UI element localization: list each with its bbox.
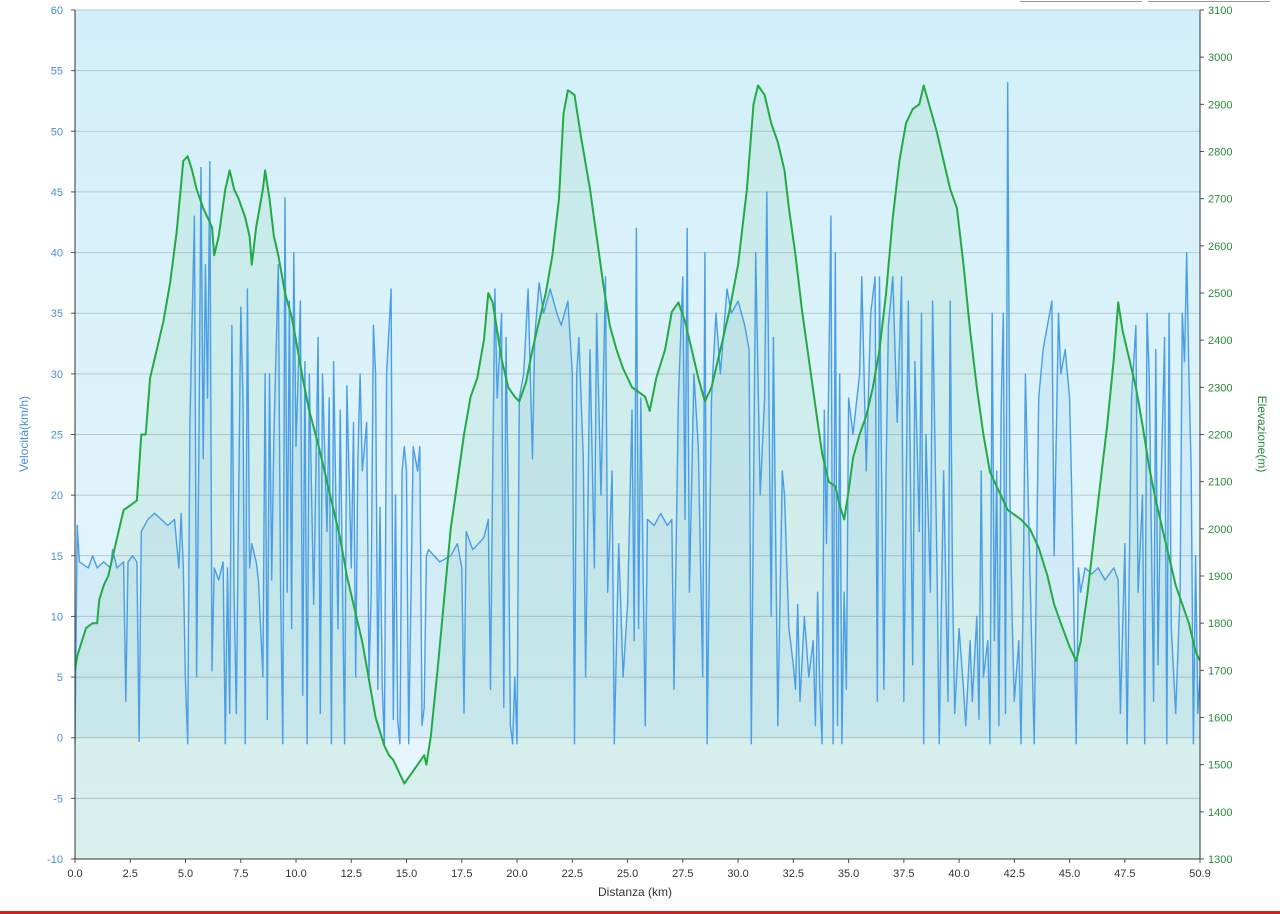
- y-right-tick-label: 1800: [1208, 618, 1232, 630]
- y-left-tick-label: 45: [51, 187, 63, 199]
- y-right-tick-label: 1600: [1208, 713, 1232, 725]
- y-left-tick-label: 30: [51, 369, 63, 381]
- y-right-tick-label: 2500: [1208, 288, 1232, 300]
- x-tick-label: 20.0: [506, 868, 527, 880]
- x-tick-label: 45.0: [1059, 868, 1080, 880]
- y-left-tick-label: -10: [47, 854, 63, 866]
- y-right-tick-label: 1900: [1208, 571, 1232, 583]
- toolbar-edge-right: [1148, 0, 1270, 2]
- y-left-tick-label: 10: [51, 611, 63, 623]
- y-right-tick-label: 2600: [1208, 241, 1232, 253]
- y-right-tick-label: 2200: [1208, 430, 1232, 442]
- y-right-axis-title: Elevazione(m): [1255, 396, 1269, 473]
- x-tick-label: 7.5: [233, 868, 248, 880]
- y-left-tick-label: 60: [51, 5, 63, 17]
- series-lines: [75, 82, 1200, 785]
- y-left-tick-label: 25: [51, 430, 63, 442]
- x-tick-label: 32.5: [783, 868, 804, 880]
- y-left-tick-label: 20: [51, 490, 63, 502]
- x-tick-label: 27.5: [672, 868, 693, 880]
- y-right-tick-label: 2400: [1208, 335, 1232, 347]
- series-line-speed: [75, 82, 1200, 745]
- y-left-tick-label: 0: [57, 733, 63, 745]
- y-right-tick-label: 2100: [1208, 477, 1232, 489]
- series-line-elevation: [75, 84, 1200, 785]
- x-tick-label: 37.5: [893, 868, 914, 880]
- y-left-tick-label: 15: [51, 551, 63, 563]
- x-tick-label: 47.5: [1114, 868, 1135, 880]
- x-tick-label: 10.0: [285, 868, 306, 880]
- x-tick-label: 35.0: [838, 868, 859, 880]
- x-tick-label: 15.0: [396, 868, 417, 880]
- series-area-speed: [75, 82, 1200, 744]
- y-right-tick-label: 3000: [1208, 52, 1232, 64]
- y-left-tick-label: 50: [51, 126, 63, 138]
- y-left-axis-title: Velocità(km/h): [17, 396, 31, 472]
- x-tick-label: 30.0: [727, 868, 748, 880]
- y-left-tick-label: 5: [57, 672, 63, 684]
- y-left-tick-label: -5: [53, 793, 63, 805]
- y-left-tick-label: 40: [51, 248, 63, 260]
- y-right-tick-label: 3100: [1208, 5, 1232, 17]
- bottom-border: [0, 911, 1280, 914]
- x-tick-label: 2.5: [123, 868, 138, 880]
- x-tick-label: 0.0: [67, 868, 82, 880]
- y-left-tick-label: 35: [51, 308, 63, 320]
- y-right-tick-label: 1400: [1208, 807, 1232, 819]
- x-tick-label: 25.0: [617, 868, 638, 880]
- x-tick-label: 40.0: [948, 868, 969, 880]
- y-right-tick-label: 1700: [1208, 665, 1232, 677]
- x-tick-label: 17.5: [451, 868, 472, 880]
- y-right-tick-label: 2900: [1208, 99, 1232, 111]
- x-tick-label: 12.5: [341, 868, 362, 880]
- x-tick-label: 50.9: [1189, 868, 1210, 880]
- y-right-tick-label: 1300: [1208, 854, 1232, 866]
- y-left-tick-label: 55: [51, 66, 63, 78]
- x-tick-label: 42.5: [1004, 868, 1025, 880]
- y-right-tick-label: 2800: [1208, 147, 1232, 159]
- x-tick-label: 5.0: [178, 868, 193, 880]
- y-right-tick-label: 1500: [1208, 760, 1232, 772]
- x-axis-title: Distanza (km): [598, 885, 672, 899]
- y-right-tick-label: 2700: [1208, 194, 1232, 206]
- x-tick-label: 22.5: [562, 868, 583, 880]
- y-right-tick-label: 2000: [1208, 524, 1232, 536]
- tick-labels: -10 -5 0 5 10 15 20 25 30 35 40 45 50 55 60 1300 1400 150…: [47, 5, 1232, 880]
- y-right-tick-label: 2300: [1208, 382, 1232, 394]
- axes: [71, 9, 1204, 863]
- toolbar-edge-left: [1020, 0, 1142, 2]
